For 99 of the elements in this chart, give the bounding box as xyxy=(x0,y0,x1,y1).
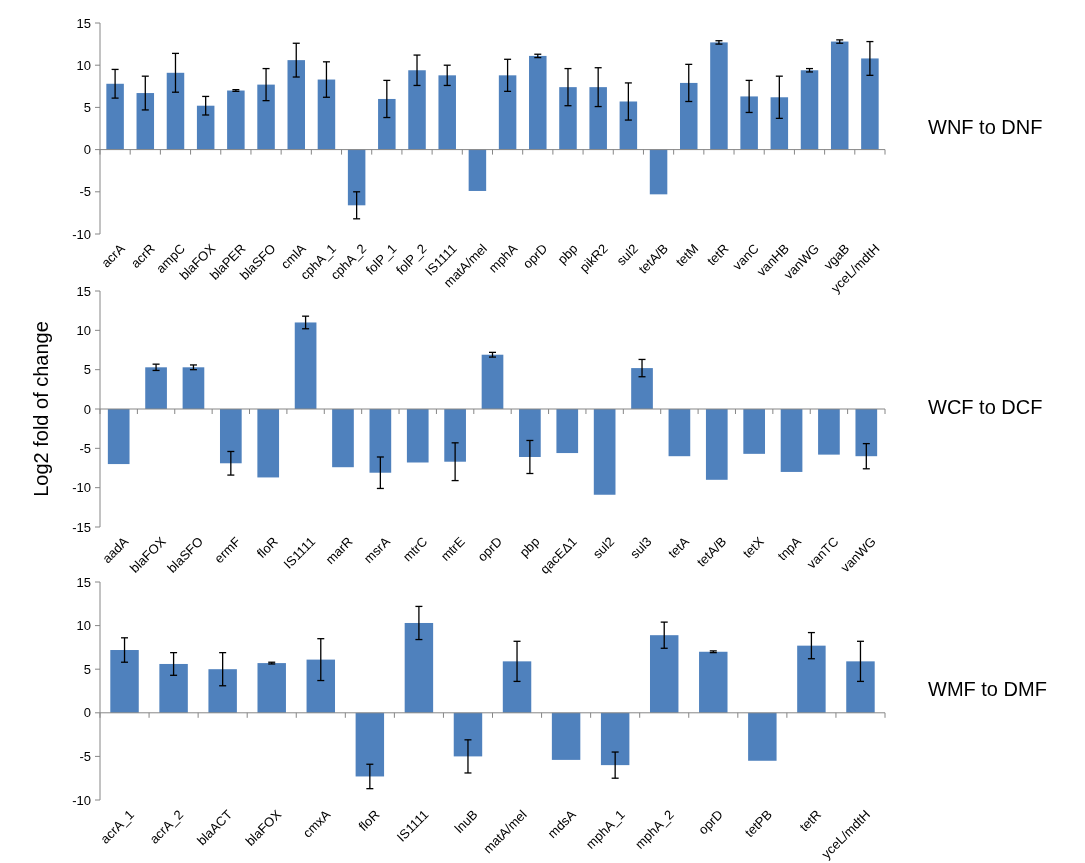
bar xyxy=(219,409,242,464)
bar xyxy=(453,712,483,757)
y-tick-label: -10 xyxy=(72,226,91,242)
x-tick-label: tnpA xyxy=(774,533,805,564)
bar xyxy=(355,712,385,777)
bar xyxy=(593,409,616,495)
x-tick-label: acrA xyxy=(98,240,128,271)
bar xyxy=(159,663,188,713)
bar xyxy=(332,409,354,468)
bar xyxy=(406,409,429,463)
bar xyxy=(257,663,286,713)
bar xyxy=(589,87,607,150)
bar xyxy=(830,41,849,150)
x-tick-label: tetM xyxy=(672,240,702,270)
y-tick-label: 15 xyxy=(76,574,91,590)
bar xyxy=(631,368,653,409)
y-tick-label: 15 xyxy=(76,283,91,299)
bar xyxy=(347,149,366,206)
bar xyxy=(136,93,155,150)
text: WNF to DNF xyxy=(928,115,1043,138)
x-tick-label: pbp xyxy=(516,533,543,560)
bar xyxy=(770,97,789,150)
y-tick-label: 10 xyxy=(76,57,91,73)
bar xyxy=(107,409,130,465)
bar xyxy=(481,354,504,409)
bar xyxy=(559,87,577,150)
x-tick-label: floR xyxy=(253,533,281,561)
bar xyxy=(699,651,728,713)
bar xyxy=(710,42,728,150)
y-tick-label: 5 xyxy=(83,99,91,115)
y-tick-label: 5 xyxy=(83,362,91,378)
bar xyxy=(861,58,879,150)
bar xyxy=(257,409,280,478)
bar xyxy=(649,149,668,195)
bar xyxy=(800,70,819,150)
bar xyxy=(740,96,758,150)
bar xyxy=(649,635,679,713)
bar xyxy=(705,409,728,480)
y-tick-label: 5 xyxy=(83,661,91,677)
bar xyxy=(294,322,317,409)
text: WCF to DCF xyxy=(928,396,1043,418)
bar xyxy=(748,712,777,761)
y-tick-label: -10 xyxy=(72,480,91,496)
bar xyxy=(438,75,456,150)
bar xyxy=(208,669,237,713)
bar xyxy=(404,622,434,713)
bar xyxy=(846,661,875,713)
y-tick-label: -5 xyxy=(79,440,91,456)
y-tick-label: -10 xyxy=(72,792,91,808)
bar xyxy=(619,101,638,150)
bar xyxy=(257,84,275,150)
bar xyxy=(227,90,245,150)
x-tick-label: pbp xyxy=(554,240,581,267)
y-tick-label: 10 xyxy=(76,618,91,634)
bar xyxy=(378,98,396,150)
y-tick-label: -15 xyxy=(72,519,91,535)
bar xyxy=(110,650,139,713)
bar xyxy=(679,82,698,150)
bar xyxy=(529,55,547,150)
bar xyxy=(317,79,336,150)
bar xyxy=(306,659,336,713)
text: WMF to DMF xyxy=(928,678,1047,700)
y-tick-label: -5 xyxy=(79,748,91,764)
y-tick-label: 0 xyxy=(83,142,91,158)
bar xyxy=(196,105,215,150)
y-tick-label: 15 xyxy=(76,15,91,31)
x-tick-label: sul3 xyxy=(627,533,655,562)
bar xyxy=(797,645,826,713)
y-tick-label: 10 xyxy=(76,322,91,338)
y-tick-label: 0 xyxy=(83,401,91,417)
bar xyxy=(855,409,878,457)
bar xyxy=(668,409,691,457)
bar xyxy=(444,409,466,462)
y-tick-label: 0 xyxy=(83,705,91,721)
bar xyxy=(166,72,185,150)
x-tick-label: tetR xyxy=(796,806,824,835)
bar xyxy=(106,83,124,150)
x-tick-label: floR xyxy=(355,806,383,834)
x-tick-label: tetR xyxy=(704,240,732,269)
bar xyxy=(145,367,167,409)
bar xyxy=(182,367,205,409)
bar xyxy=(408,70,426,150)
bar xyxy=(556,409,579,454)
bar xyxy=(818,409,840,455)
y-axis-title: Log2 fold of change xyxy=(30,321,52,497)
bar xyxy=(498,75,517,150)
bar xyxy=(600,712,630,766)
bar xyxy=(369,409,392,473)
bar xyxy=(551,712,581,760)
x-tick-label: tetX xyxy=(739,533,767,561)
bar xyxy=(502,661,532,713)
bar xyxy=(287,60,306,150)
bar xyxy=(468,149,487,191)
x-tick-label: sul2 xyxy=(589,533,618,562)
bar xyxy=(743,409,766,454)
bar xyxy=(780,409,803,472)
x-tick-label: tetA xyxy=(665,533,693,561)
y-tick-label: -5 xyxy=(79,184,91,200)
bar xyxy=(519,409,541,457)
